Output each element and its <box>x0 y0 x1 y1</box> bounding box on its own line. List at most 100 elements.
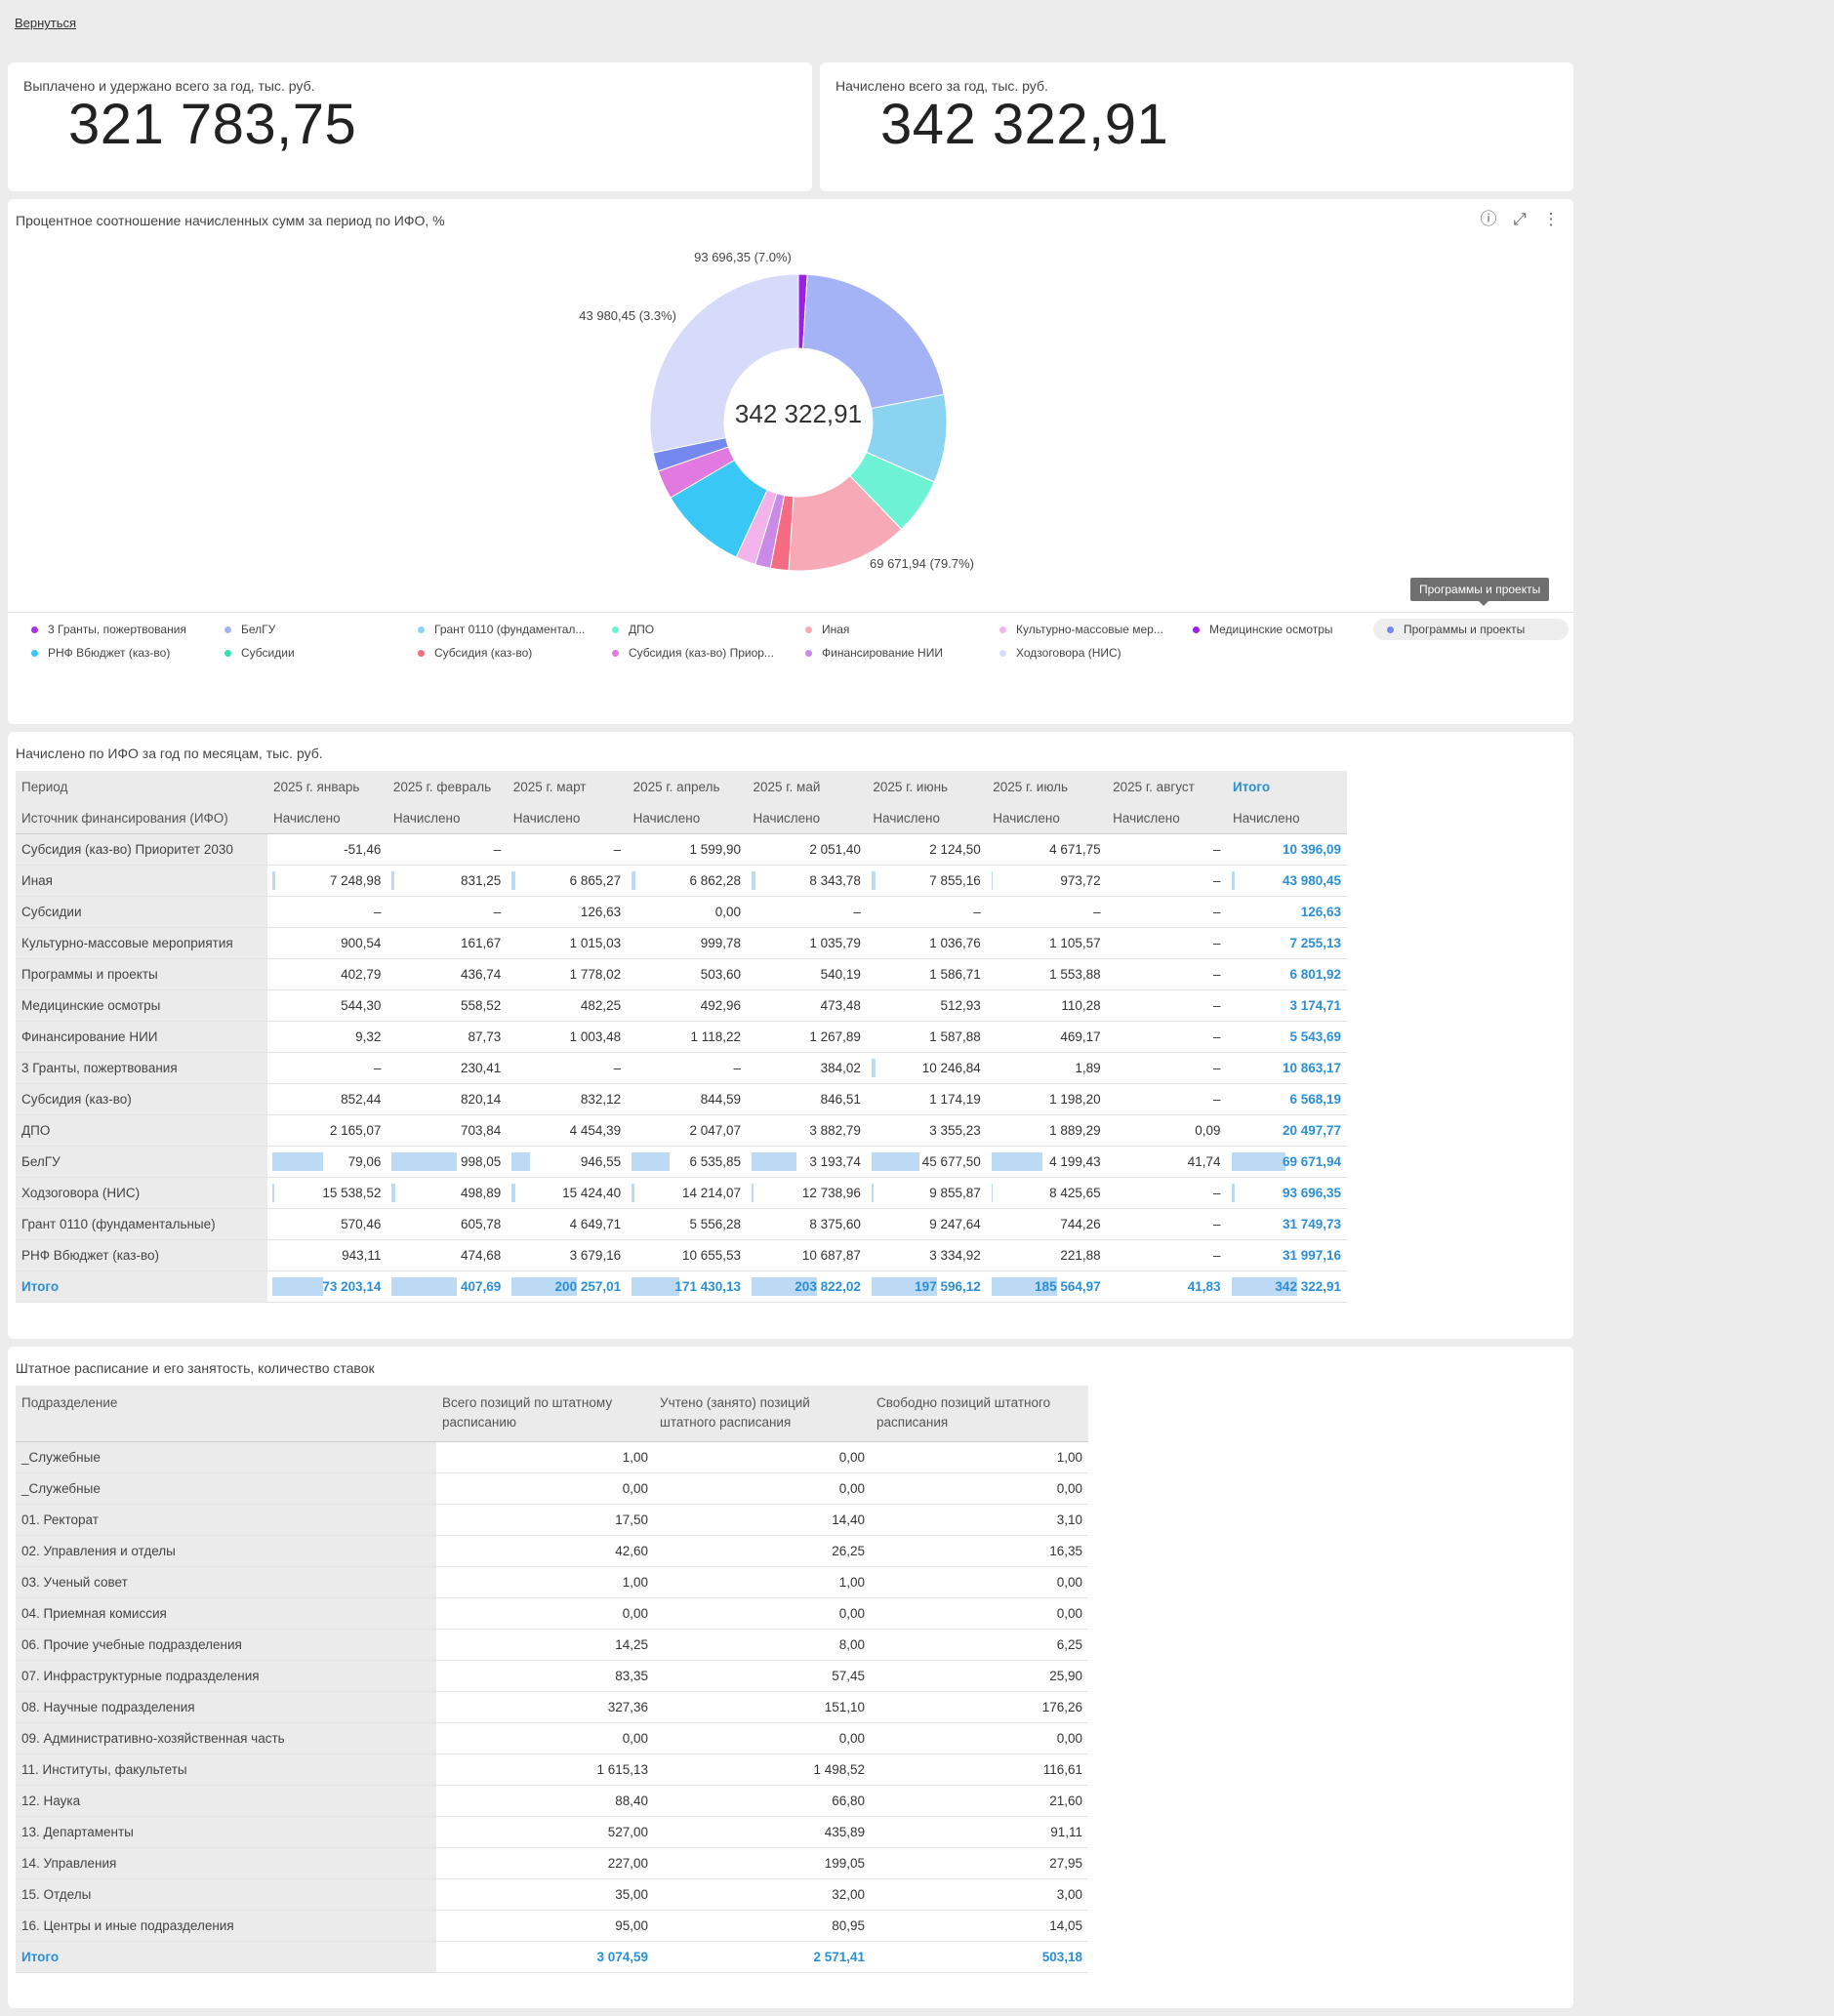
legend-label: Культурно-массовые мер... <box>1016 623 1163 636</box>
value-bar <box>271 1277 323 1296</box>
legend-swatch <box>31 625 38 633</box>
row-total-cell: 10 396,09 <box>1226 833 1347 866</box>
division-name[interactable]: 06. Прочие учебные подразделения <box>16 1629 436 1661</box>
cell-value: – <box>613 842 622 857</box>
source-name[interactable]: Иная <box>16 865 267 897</box>
value-cell: 8 343,78 <box>747 865 868 897</box>
legend-swatch <box>999 649 1006 657</box>
division-name[interactable]: 08. Научные подразделения <box>16 1691 436 1723</box>
cell-value: – <box>1212 1061 1221 1075</box>
cell-value: 4 454,39 <box>569 1123 622 1138</box>
donut-slice[interactable] <box>649 273 799 454</box>
month-header[interactable]: 2025 г. февраль <box>387 771 508 802</box>
value-cell: 80,95 <box>654 1910 871 1942</box>
donut-slice[interactable] <box>802 273 945 410</box>
legend-item[interactable]: Грант 0110 (фундаментал... <box>404 619 585 640</box>
source-name[interactable]: Грант 0110 (фундаментальные) <box>16 1208 267 1240</box>
cell-value: 12 738,96 <box>801 1186 861 1200</box>
legend-item[interactable]: Финансирование НИИ <box>792 642 972 664</box>
source-name[interactable]: 3 Гранты, пожертвования <box>16 1052 267 1084</box>
cell-value: 8 375,60 <box>809 1217 861 1231</box>
kpi-label: Начислено всего за год, тыс. руб. <box>835 78 1048 94</box>
legend-item[interactable]: ДПО <box>598 619 779 640</box>
legend-item[interactable]: РНФ Вбюджет (каз-во) <box>18 642 198 664</box>
value-cell: 15 424,40 <box>507 1177 628 1209</box>
legend-item[interactable]: Ходзоговора (НИС) <box>986 642 1166 664</box>
legend-label: Иная <box>822 623 850 636</box>
table-row: 09. Административно-хозяйственная часть 0… <box>16 1722 1088 1754</box>
cell-value: -51,46 <box>344 842 382 857</box>
info-icon[interactable]: ⓘ <box>1480 210 1497 228</box>
legend-item[interactable]: БелГУ <box>211 619 391 640</box>
source-name[interactable]: РНФ Вбюджет (каз-во) <box>16 1239 267 1271</box>
legend-item[interactable]: Субсидия (каз-во) Приор... <box>598 642 779 664</box>
month-header[interactable]: 2025 г. март <box>507 771 628 802</box>
source-name[interactable]: Медицинские осмотры <box>16 989 267 1022</box>
division-name[interactable]: 16. Центры и иные подразделения <box>16 1910 436 1942</box>
value-cell: 973,72 <box>986 865 1108 897</box>
division-name[interactable]: 11. Институты, факультеты <box>16 1754 436 1786</box>
legend-item[interactable]: Культурно-массовые мер... <box>986 619 1166 640</box>
division-name[interactable]: 03. Ученый совет <box>16 1566 436 1598</box>
value-cell: 474,68 <box>387 1239 508 1271</box>
legend-item[interactable]: Программы и проекты <box>1373 619 1569 640</box>
value-cell: 26,25 <box>654 1535 871 1567</box>
month-header[interactable]: 2025 г. май <box>747 771 868 802</box>
division-header[interactable]: Подразделение <box>16 1386 436 1441</box>
total-label[interactable]: Итого <box>16 1270 267 1303</box>
month-header[interactable]: 2025 г. июль <box>987 771 1108 802</box>
total-header[interactable]: Итого <box>1227 771 1347 802</box>
source-name[interactable]: Ходзоговора (НИС) <box>16 1177 267 1209</box>
total-positions-header[interactable]: Всего позиций по штатному расписанию <box>436 1386 654 1441</box>
division-name[interactable]: _Служебные <box>16 1440 436 1473</box>
legend-item[interactable]: Субсидия (каз-во) <box>404 642 585 664</box>
source-name[interactable]: Субсидии <box>16 896 267 928</box>
month-header[interactable]: 2025 г. январь <box>267 771 387 802</box>
month-header[interactable]: 2025 г. июнь <box>867 771 988 802</box>
legend-item[interactable]: Иная <box>792 619 972 640</box>
expand-icon[interactable]: ⤢ <box>1513 210 1527 228</box>
cell-value: 41,74 <box>1187 1154 1221 1169</box>
legend-item[interactable]: Медицинские осмотры <box>1179 619 1360 640</box>
value-cell: 0,00 <box>654 1440 871 1473</box>
month-header[interactable]: 2025 г. август <box>1107 771 1227 802</box>
source-name[interactable]: Культурно-массовые мероприятия <box>16 927 267 959</box>
cell-value: – <box>1093 905 1101 919</box>
occupied-positions-header[interactable]: Учтено (занято) позиций штатного расписа… <box>654 1386 871 1441</box>
value-cell: 1 105,57 <box>986 927 1108 959</box>
division-name[interactable]: 01. Ректорат <box>16 1504 436 1536</box>
cell-value: 3 355,23 <box>929 1123 981 1138</box>
division-name[interactable]: 12. Наука <box>16 1785 436 1817</box>
source-name[interactable]: Субсидия (каз-во) <box>16 1083 267 1115</box>
division-name[interactable]: 13. Департаменты <box>16 1816 436 1848</box>
back-link[interactable]: Вернуться <box>15 16 77 30</box>
division-name[interactable]: 14. Управления <box>16 1847 436 1879</box>
legend-item[interactable]: 3 Гранты, пожертвования <box>18 619 198 640</box>
value-cell: 27,95 <box>871 1847 1088 1879</box>
value-cell: 7 248,98 <box>266 865 387 897</box>
value-cell: – <box>1106 958 1227 990</box>
cell-value: 1 889,29 <box>1049 1123 1101 1138</box>
value-cell: 846,51 <box>747 1083 868 1115</box>
source-name[interactable]: ДПО <box>16 1114 267 1147</box>
legend-item[interactable]: Субсидии <box>211 642 391 664</box>
value-cell: 1 553,88 <box>986 958 1108 990</box>
division-name[interactable]: 07. Инфраструктурные подразделения <box>16 1660 436 1692</box>
division-name[interactable]: 02. Управления и отделы <box>16 1535 436 1567</box>
source-name[interactable]: Субсидия (каз-во) Приоритет 2030 <box>16 833 267 866</box>
more-vert-icon[interactable]: ⋮ <box>1542 210 1560 228</box>
value-cell: 498,89 <box>387 1177 508 1209</box>
source-name[interactable]: БелГУ <box>16 1146 267 1178</box>
division-name[interactable]: 09. Административно-хозяйственная часть <box>16 1722 436 1754</box>
month-header[interactable]: 2025 г. апрель <box>627 771 748 802</box>
division-name[interactable]: 15. Отделы <box>16 1878 436 1911</box>
free-positions-header[interactable]: Свободно позиций штатного расписания <box>871 1386 1088 1441</box>
value-bar <box>752 1277 818 1296</box>
source-name[interactable]: Программы и проекты <box>16 958 267 990</box>
division-name[interactable]: 04. Приемная комиссия <box>16 1597 436 1630</box>
header-row-period: Период 2025 г. январь 2025 г. февраль 20… <box>16 771 1347 802</box>
division-name[interactable]: _Служебные <box>16 1472 436 1505</box>
cell-value: 126,63 <box>1300 905 1341 919</box>
source-name[interactable]: Финансирование НИИ <box>16 1021 267 1053</box>
total-label[interactable]: Итого <box>16 1941 436 1973</box>
